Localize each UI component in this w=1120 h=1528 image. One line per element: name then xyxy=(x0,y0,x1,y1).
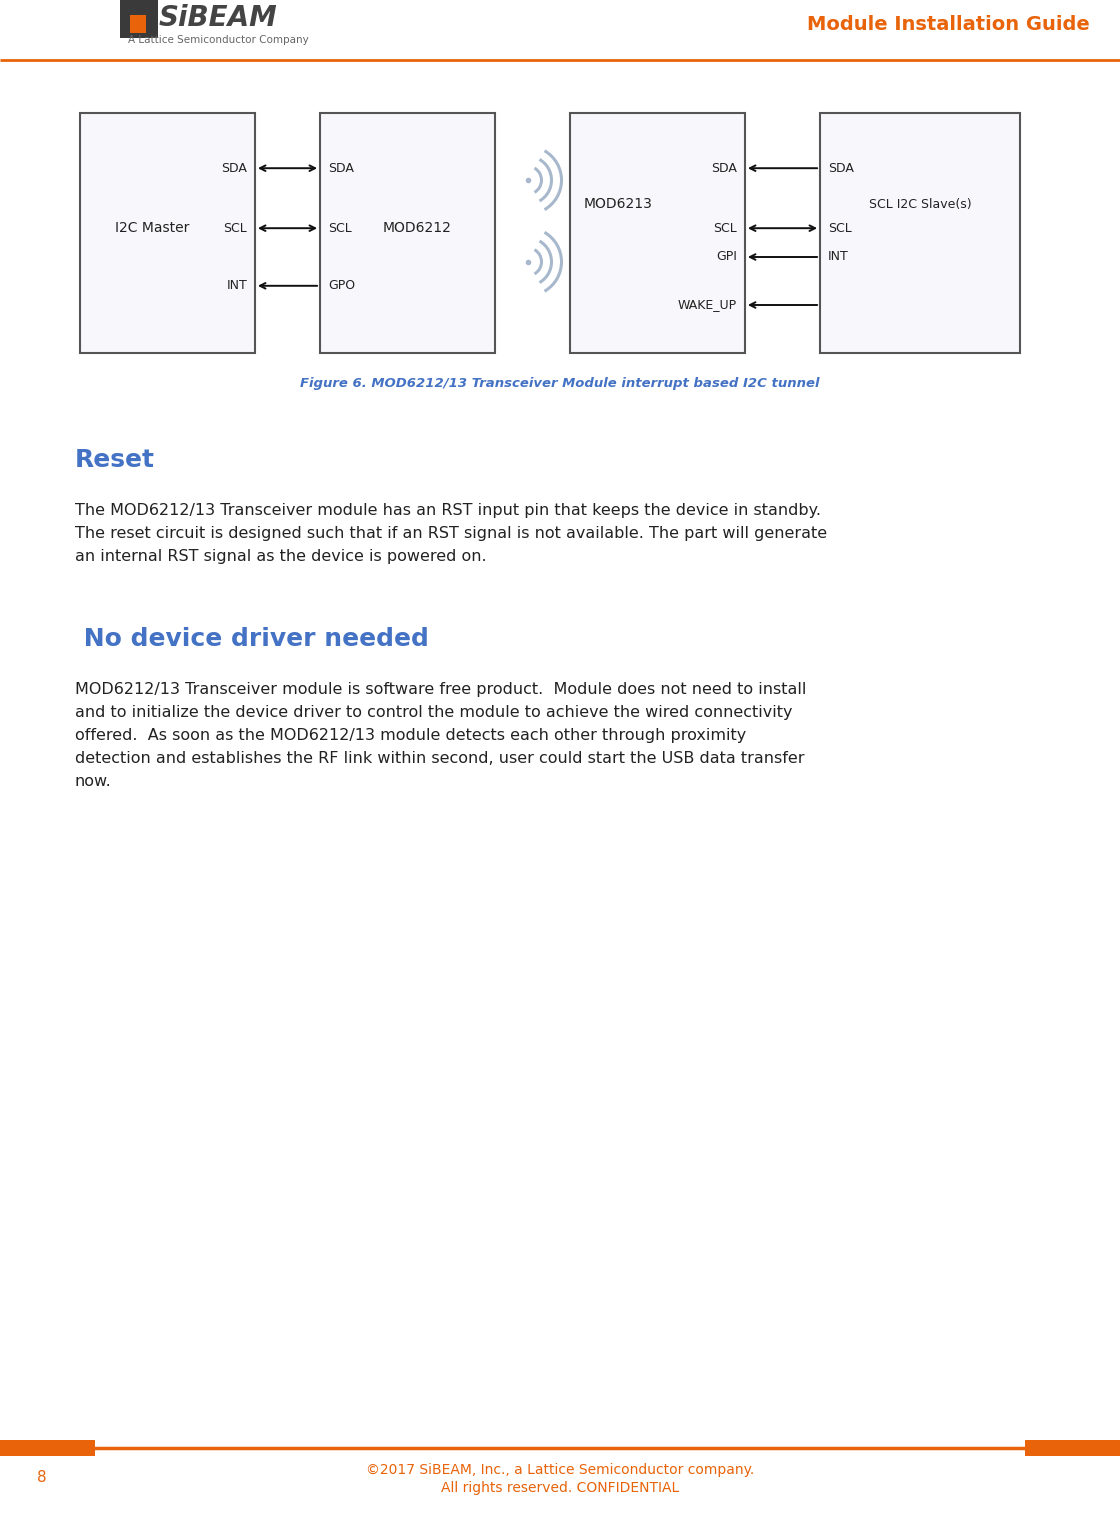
Bar xyxy=(820,113,1020,353)
Text: offered.  As soon as the MOD6212/13 module detects each other through proximity: offered. As soon as the MOD6212/13 modul… xyxy=(75,727,746,743)
Text: I2C Master: I2C Master xyxy=(115,222,189,235)
Text: an internal RST signal as the device is powered on.: an internal RST signal as the device is … xyxy=(75,549,486,564)
Text: GPO: GPO xyxy=(328,280,355,292)
Bar xyxy=(320,113,495,353)
Text: INT: INT xyxy=(226,280,248,292)
Text: MOD6212: MOD6212 xyxy=(383,222,452,235)
Text: No device driver needed: No device driver needed xyxy=(75,626,429,651)
Text: SiBEAM: SiBEAM xyxy=(159,5,278,32)
Text: WAKE_UP: WAKE_UP xyxy=(678,298,737,312)
Text: MOD6213: MOD6213 xyxy=(584,197,653,211)
Bar xyxy=(570,113,745,353)
Text: INT: INT xyxy=(828,251,849,263)
Text: and to initialize the device driver to control the module to achieve the wired c: and to initialize the device driver to c… xyxy=(75,704,793,720)
Text: All rights reserved. CONFIDENTIAL: All rights reserved. CONFIDENTIAL xyxy=(441,1481,679,1494)
Text: GPI: GPI xyxy=(716,251,737,263)
Text: Module Installation Guide: Module Installation Guide xyxy=(808,14,1090,34)
Text: SCL: SCL xyxy=(328,222,352,235)
Text: SDA: SDA xyxy=(328,162,354,174)
Text: SDA: SDA xyxy=(221,162,248,174)
Bar xyxy=(1025,1439,1120,1456)
Text: SDA: SDA xyxy=(828,162,853,174)
Bar xyxy=(80,113,255,353)
Text: The reset circuit is designed such that if an RST signal is not available. The p: The reset circuit is designed such that … xyxy=(75,526,828,541)
Text: detection and establishes the RF link within second, user could start the USB da: detection and establishes the RF link wi… xyxy=(75,750,804,766)
Text: SCL I2C Slave(s): SCL I2C Slave(s) xyxy=(869,197,971,211)
Text: Reset: Reset xyxy=(75,448,155,472)
Text: SDA: SDA xyxy=(711,162,737,174)
Text: SCL: SCL xyxy=(713,222,737,235)
Text: SCL: SCL xyxy=(828,222,851,235)
Text: 8: 8 xyxy=(37,1470,47,1485)
Text: now.: now. xyxy=(75,775,112,788)
Bar xyxy=(120,0,158,38)
Text: SCL: SCL xyxy=(223,222,248,235)
Text: A Lattice Semiconductor Company: A Lattice Semiconductor Company xyxy=(128,35,308,44)
Text: MOD6212/13 Transceiver module is software free product.  Module does not need to: MOD6212/13 Transceiver module is softwar… xyxy=(75,681,806,697)
Text: Figure 6. MOD6212/13 Transceiver Module interrupt based I2C tunnel: Figure 6. MOD6212/13 Transceiver Module … xyxy=(300,376,820,390)
Text: The MOD6212/13 Transceiver module has an RST input pin that keeps the device in : The MOD6212/13 Transceiver module has an… xyxy=(75,503,821,518)
Text: ©2017 SiBEAM, Inc., a Lattice Semiconductor company.: ©2017 SiBEAM, Inc., a Lattice Semiconduc… xyxy=(366,1462,754,1478)
Bar xyxy=(0,1439,95,1456)
Bar xyxy=(130,15,146,34)
